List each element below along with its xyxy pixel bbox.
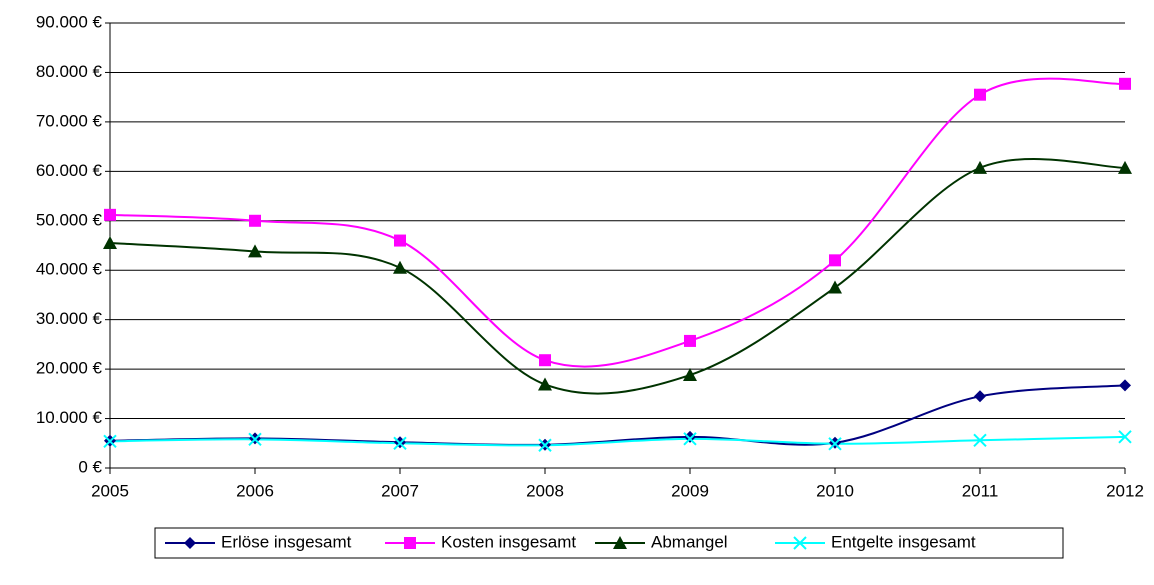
x-tick-label: 2011 [962,481,999,500]
data-point [393,260,407,274]
legend-marker [184,537,196,549]
data-point [248,244,262,258]
y-tick-label: 20.000 € [36,359,103,378]
y-tick-label: 60.000 € [36,161,103,180]
legend-marker [793,536,807,550]
data-point [538,377,552,391]
x-tick-label: 2008 [526,481,564,500]
x-tick-label: 2009 [671,481,709,500]
y-tick-label: 90.000 € [36,12,103,31]
data-point [393,436,407,450]
data-point [1118,430,1132,444]
data-point [973,160,987,174]
legend-marker [613,536,627,549]
data-point [684,334,696,347]
data-point [973,433,987,448]
x-tick-label: 2005 [91,481,129,500]
data-point [828,280,842,294]
data-point [683,368,697,382]
y-tick-label: 0 € [78,457,102,476]
data-point [974,88,986,101]
x-tick-label: 2012 [1106,481,1144,500]
series-line [109,158,1126,395]
data-point [828,437,842,451]
y-tick-label: 10.000 € [36,408,103,427]
data-point [249,214,261,227]
data-point [394,234,406,247]
x-tick-label: 2007 [381,481,419,500]
data-point [103,434,117,449]
data-point [538,438,552,452]
data-point [1119,77,1131,90]
data-point [683,432,697,446]
data-point [1118,160,1132,174]
data-point [248,432,262,447]
data-point [103,236,117,250]
data-point [829,254,841,267]
legend-label: Abmangel [651,532,728,551]
data-point [974,390,986,403]
x-tick-label: 2006 [236,481,274,500]
legend-marker [404,537,416,549]
y-tick-label: 40.000 € [36,260,103,279]
y-tick-label: 50.000 € [36,210,103,229]
series-line [109,435,1126,447]
legend-label: Kosten insgesamt [441,532,576,551]
series-line [109,384,1126,446]
legend-label: Erlöse insgesamt [221,532,352,551]
data-point [104,208,116,221]
data-point [539,354,551,367]
y-tick-label: 30.000 € [36,309,103,328]
y-tick-label: 80.000 € [36,62,103,81]
data-point [1119,379,1131,392]
series-line [109,77,1126,368]
x-tick-label: 2010 [816,481,854,500]
y-tick-label: 70.000 € [36,111,103,130]
data-point [684,430,696,443]
legend-label: Entgelte insgesamt [831,532,976,551]
